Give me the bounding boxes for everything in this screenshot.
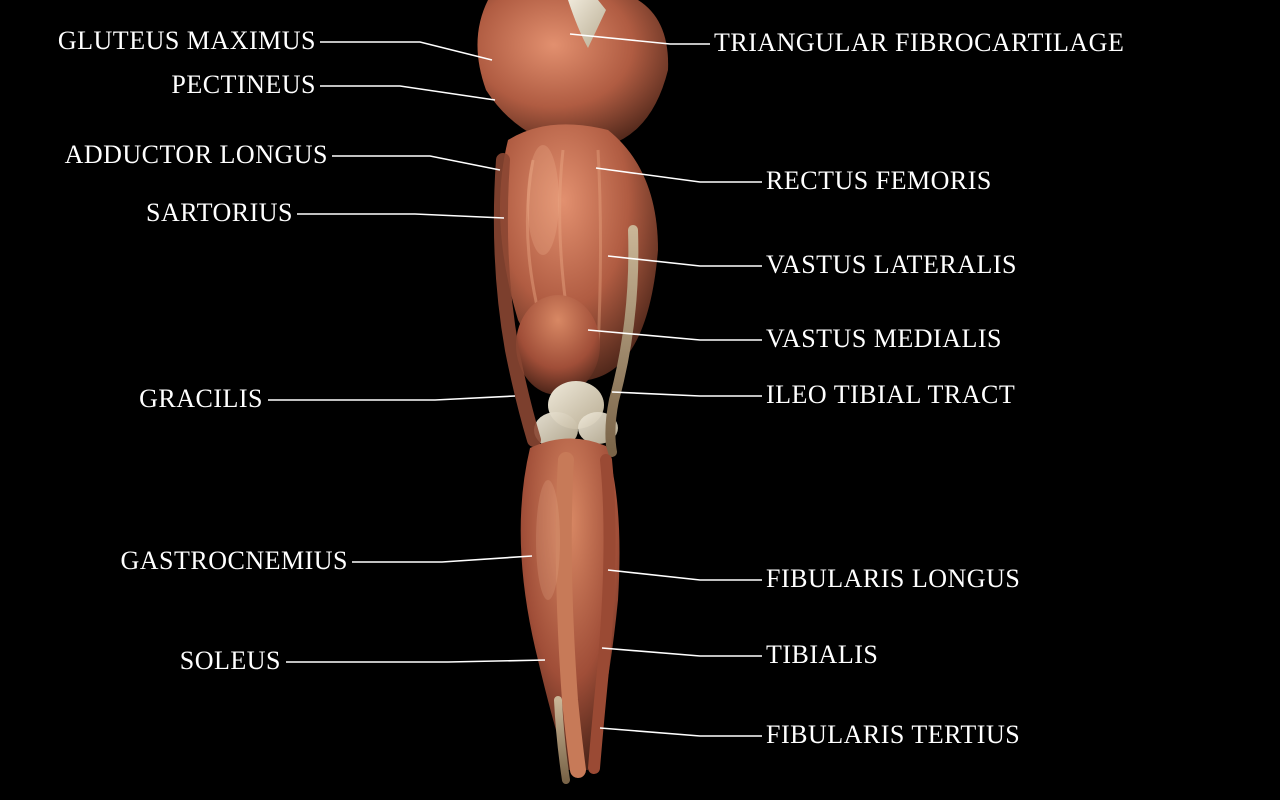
label-gluteus-maximus: GLUTEUS MAXIMUS	[58, 26, 316, 56]
label-rectus-femoris: RECTUS FEMORIS	[766, 166, 992, 196]
label-ileo-tibial-tract: ILEO TIBIAL TRACT	[766, 380, 1015, 410]
label-fibularis-longus: FIBULARIS LONGUS	[766, 564, 1020, 594]
label-gracilis: GRACILIS	[139, 384, 263, 414]
label-soleus: SOLEUS	[180, 646, 281, 676]
diagram-canvas: GLUTEUS MAXIMUS PECTINEUS ADDUCTOR LONGU…	[0, 0, 1280, 800]
label-triangular-fibrocartilage: TRIANGULAR FIBROCARTILAGE	[714, 28, 1124, 58]
label-fibularis-tertius: FIBULARIS TERTIUS	[766, 720, 1020, 750]
label-sartorius: SARTORIUS	[146, 198, 293, 228]
label-gastrocnemius: GASTROCNEMIUS	[120, 546, 348, 576]
label-adductor-longus: ADDUCTOR LONGUS	[65, 140, 328, 170]
vastus-medialis-bulge	[516, 295, 600, 395]
label-vastus-medialis: VASTUS MEDIALIS	[766, 324, 1002, 354]
label-pectineus: PECTINEUS	[171, 70, 316, 100]
leg-muscle-illustration	[448, 0, 698, 800]
label-vastus-lateralis: VASTUS LATERALIS	[766, 250, 1017, 280]
label-tibialis: TIBIALIS	[766, 640, 878, 670]
